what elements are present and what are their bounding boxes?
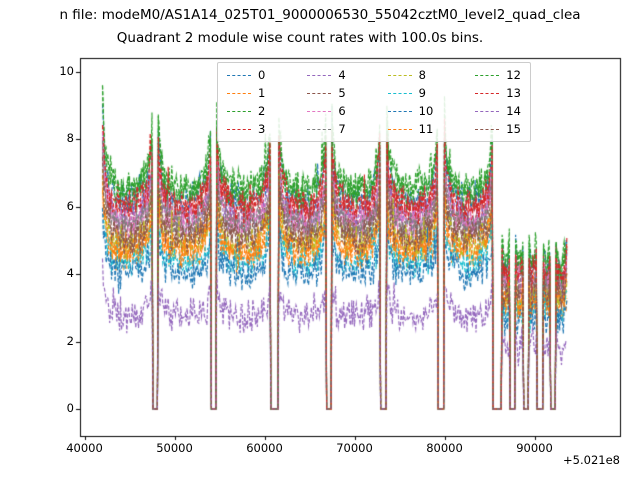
- legend-label: 9: [418, 86, 426, 100]
- legend-line-sample: [475, 74, 500, 76]
- legend-item-8: 8: [387, 66, 434, 84]
- legend-line-sample: [475, 128, 500, 130]
- legend-line-sample: [227, 92, 251, 94]
- legend-label: 2: [258, 104, 266, 118]
- legend-item-10: 10: [387, 102, 434, 120]
- legend-line-sample: [307, 110, 332, 112]
- legend-label: 7: [338, 122, 346, 136]
- legend-label: 8: [418, 68, 426, 82]
- legend-item-4: 4: [307, 66, 346, 84]
- legend-item-6: 6: [307, 102, 346, 120]
- legend-line-sample: [387, 92, 412, 94]
- legend-item-14: 14: [475, 102, 521, 120]
- legend-item-9: 9: [387, 84, 434, 102]
- legend-item-13: 13: [475, 84, 521, 102]
- x-axis-offset-label: +5.021e8: [563, 453, 620, 467]
- legend-line-sample: [227, 74, 251, 76]
- legend-line-sample: [387, 74, 412, 76]
- legend-line-sample: [227, 128, 251, 130]
- legend-label: 13: [506, 86, 521, 100]
- legend-label: 15: [506, 122, 521, 136]
- legend-label: 4: [338, 68, 346, 82]
- legend-label: 14: [506, 104, 521, 118]
- legend-line-sample: [475, 92, 500, 94]
- legend-label: 11: [418, 122, 434, 136]
- legend-item-11: 11: [387, 120, 434, 138]
- axes-title: Quadrant 2 module wise count rates with …: [116, 30, 484, 46]
- legend-label: 5: [338, 86, 346, 100]
- legend-label: 1: [258, 86, 266, 100]
- legend-line-sample: [307, 74, 332, 76]
- legend-item-0: 0: [227, 66, 265, 84]
- legend-label: 3: [258, 122, 266, 136]
- legend-line-sample: [475, 110, 500, 112]
- legend-label: 0: [258, 68, 266, 82]
- legend-line-sample: [387, 128, 412, 130]
- figure-suptitle: n file: modeM0/AS1A14_025T01_9000006530_…: [59, 7, 581, 23]
- legend-item-5: 5: [307, 84, 346, 102]
- legend-label: 6: [338, 104, 346, 118]
- legend-label: 12: [506, 68, 521, 82]
- legend-item-2: 2: [227, 102, 265, 120]
- legend-line-sample: [307, 128, 332, 130]
- legend-item-12: 12: [475, 66, 521, 84]
- legend-line-sample: [387, 110, 412, 112]
- legend: 0 1 2 3 4 5 6 7 8 9 10 11 12 13 14 15: [217, 62, 531, 142]
- legend-item-7: 7: [307, 120, 346, 138]
- legend-line-sample: [307, 92, 332, 94]
- legend-item-1: 1: [227, 84, 265, 102]
- legend-line-sample: [227, 110, 251, 112]
- legend-item-3: 3: [227, 120, 265, 138]
- legend-label: 10: [418, 104, 434, 118]
- legend-item-15: 15: [475, 120, 521, 138]
